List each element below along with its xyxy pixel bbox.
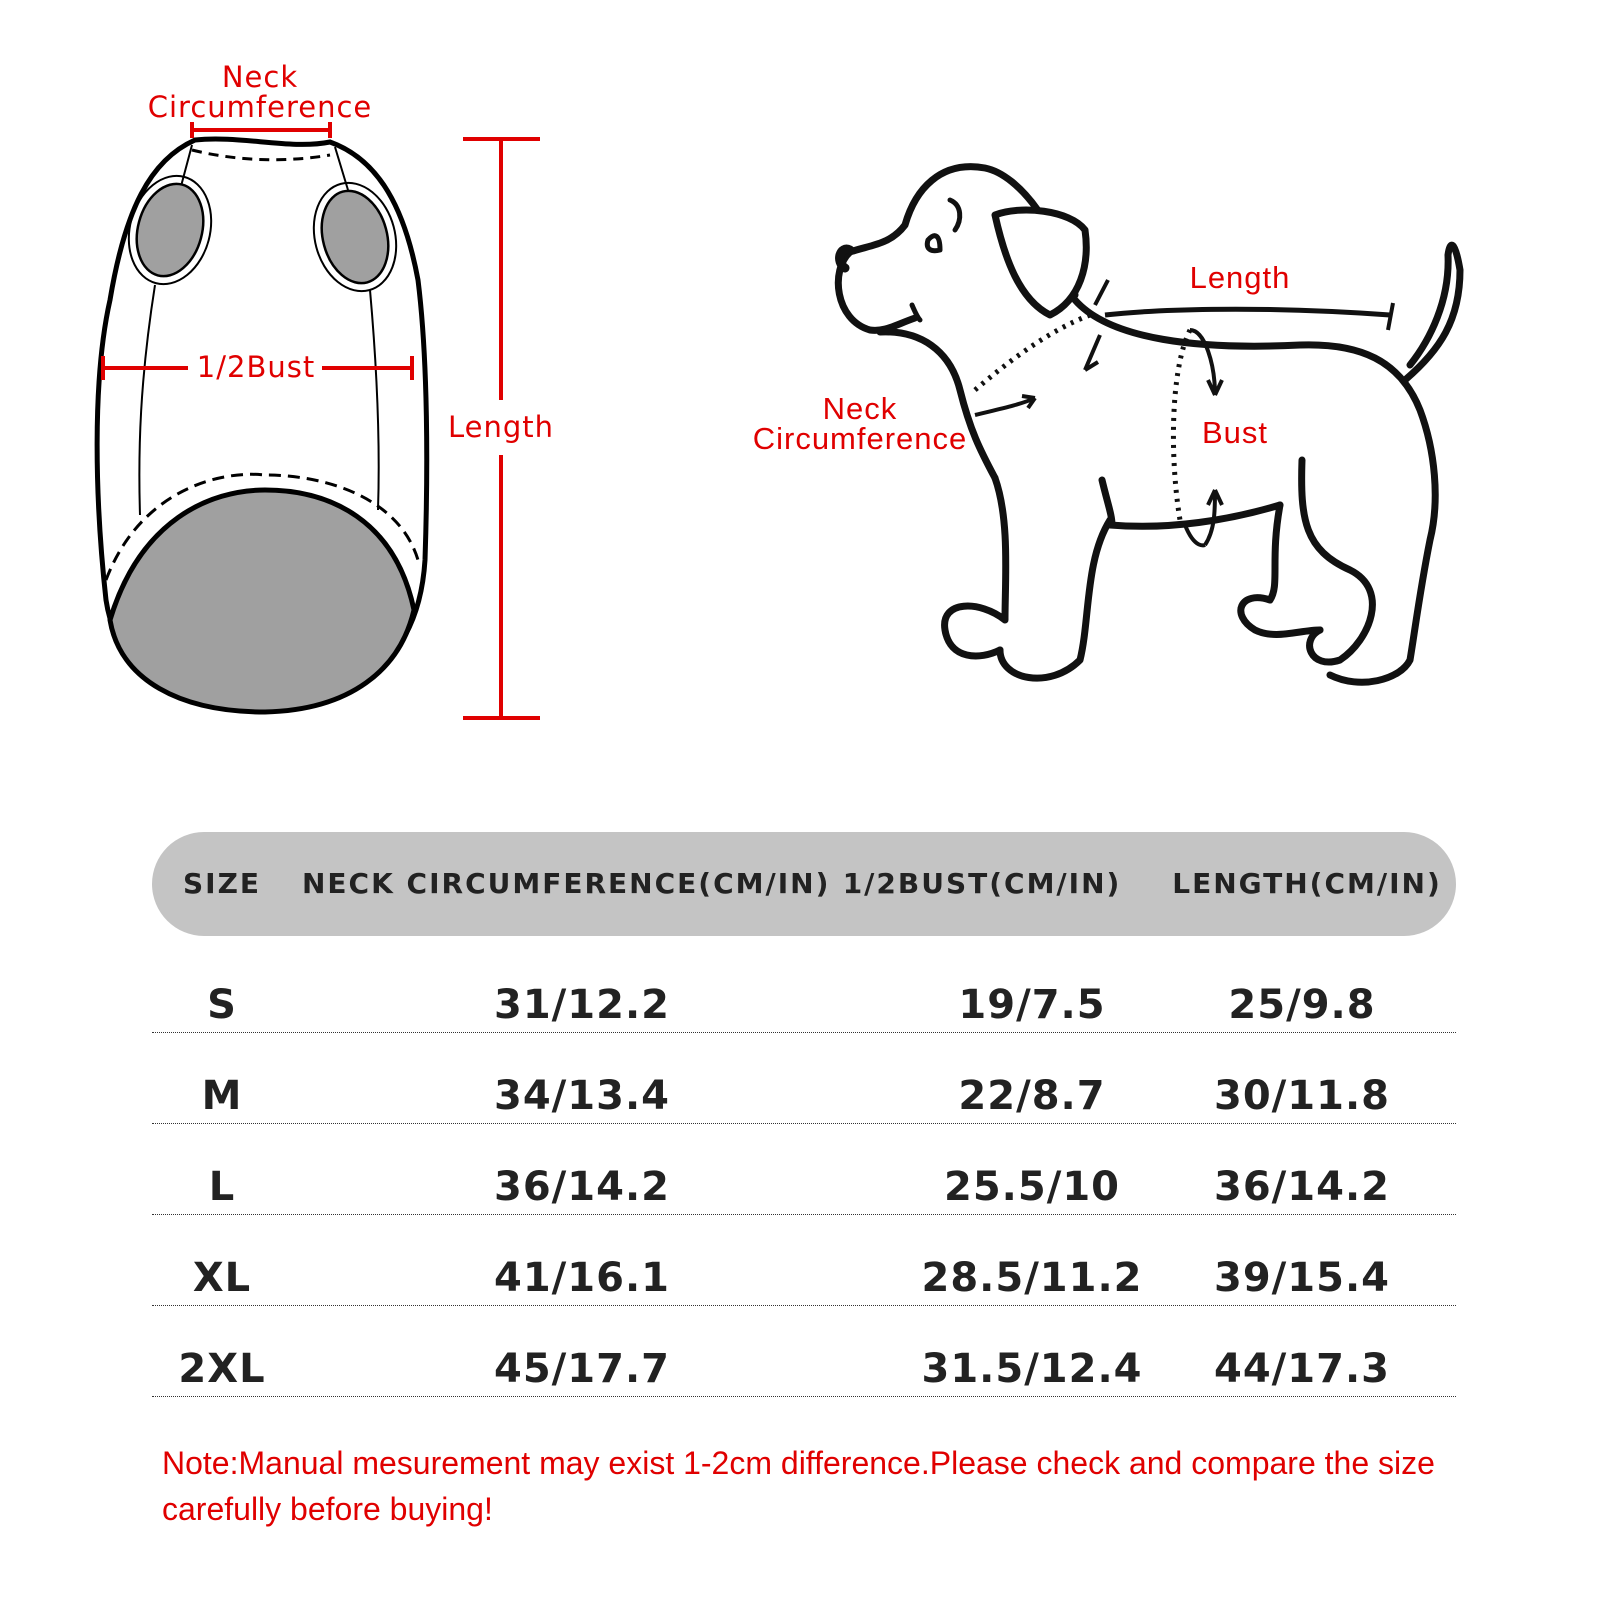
dog-illustration [834,163,1464,686]
length-cell: 30/11.8 [1214,1073,1390,1119]
header-bust: 1/2BUST(CM/IN) [842,867,1122,900]
header-size: SIZE [182,867,261,900]
table-row: M 34/13.4 22/8.7 30/11.8 [152,1033,1456,1124]
dog-neck-label-line1: Neck [822,391,898,426]
table-row: 2XL 45/17.7 31.5/12.4 44/17.3 [152,1306,1456,1397]
size-cell: L [208,1164,236,1210]
length-cell: 39/15.4 [1214,1255,1390,1301]
measurement-note: Note:Manual mesurement may exist 1-2cm d… [162,1445,1435,1527]
header-neck: NECK CIRCUMFERENCE(CM/IN) [302,867,831,900]
vest-neck-label-line1: Neck [221,60,299,94]
neck-cell: 45/17.7 [494,1346,670,1392]
vest-length-label: Length [447,410,555,444]
bust-cell: 28.5/11.2 [921,1255,1143,1301]
size-table-header: SIZE NECK CIRCUMFERENCE(CM/IN) 1/2BUST(C… [152,832,1456,936]
dog-neck-label-line2: Circumference [752,421,968,456]
size-cell: S [207,982,237,1028]
length-cell: 36/14.2 [1214,1164,1390,1210]
header-length: LENGTH(CM/IN) [1172,867,1442,900]
bust-cell: 31.5/12.4 [921,1346,1143,1392]
length-cell: 25/9.8 [1228,982,1376,1028]
size-cell: XL [192,1255,252,1301]
bust-cell: 25.5/10 [944,1164,1120,1210]
table-row: L 36/14.2 25.5/10 36/14.2 [152,1124,1456,1215]
dog-length-label: Length [1189,260,1291,295]
neck-cell: 36/14.2 [494,1164,670,1210]
table-row: XL 41/16.1 28.5/11.2 39/15.4 [152,1215,1456,1306]
neck-cell: 41/16.1 [494,1255,670,1301]
vest-neck-label-line2: Circumference [147,90,373,124]
size-cell: 2XL [178,1346,266,1392]
length-cell: 44/17.3 [1214,1346,1390,1392]
vest-illustration [94,122,540,720]
table-row: S 31/12.2 19/7.5 25/9.8 [152,942,1456,1033]
bust-cell: 19/7.5 [958,982,1106,1028]
dog-neck-label: Neck Circumference [740,391,980,456]
neck-cell: 31/12.2 [494,982,670,1028]
bust-cell: 22/8.7 [958,1073,1106,1119]
vest-neck-label: Neck Circumference [140,62,380,122]
dog-bust-label: Bust [1201,415,1269,450]
vest-bust-label: 1/2Bust [196,350,316,384]
size-cell: M [201,1073,243,1119]
neck-cell: 34/13.4 [494,1073,670,1119]
